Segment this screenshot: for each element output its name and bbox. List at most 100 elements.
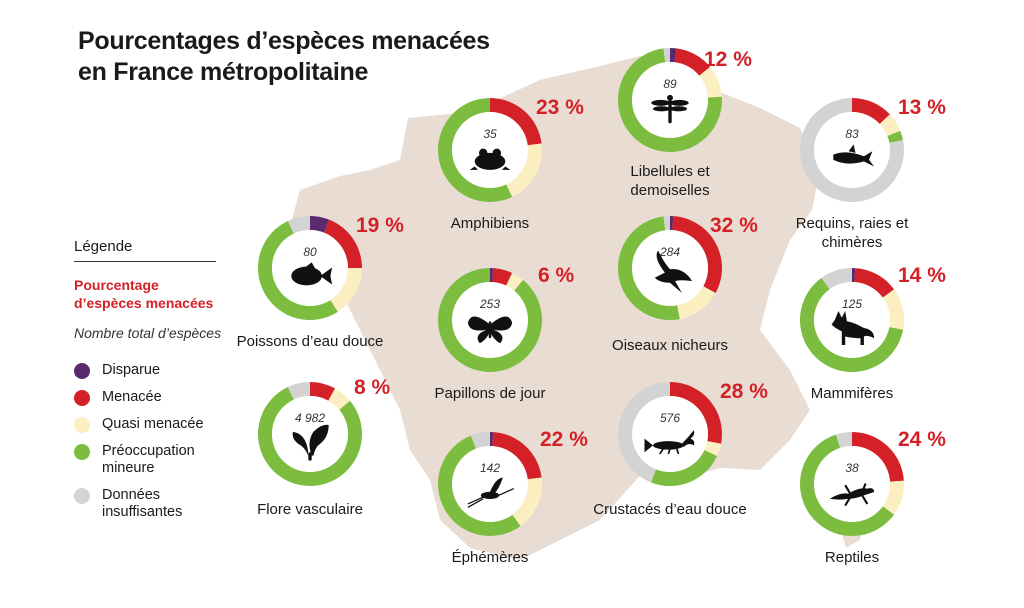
- legend-pct-label: Pourcentage d’espèces menacées: [74, 277, 214, 311]
- species-count: 4 982: [295, 411, 325, 425]
- threatened-pct: 22 %: [540, 428, 588, 451]
- donut-center: [452, 282, 528, 358]
- group-label: Reptiles: [824, 549, 880, 566]
- slice-data-deficient: [470, 432, 490, 449]
- slice-near-threatened: [506, 272, 524, 291]
- slice-least-concern: [887, 130, 904, 143]
- slice-threatened: [670, 382, 722, 444]
- slice-threatened: [852, 432, 904, 482]
- donut-lizard: 38: [800, 432, 904, 536]
- threatened-pct: 23 %: [536, 96, 584, 119]
- donut-leaf: 4 982: [258, 382, 362, 486]
- legend-items: Disparue Menacée Quasi menacée Préoccupa…: [74, 362, 224, 521]
- legend-count-label: Nombre total d’espèces: [74, 325, 222, 341]
- legend-item-threatened: Menacée: [74, 389, 224, 406]
- slice-threatened: [672, 216, 722, 294]
- shark-icon: [833, 144, 875, 167]
- slice-data-deficient: [287, 382, 310, 400]
- threatened-pct: 28 %: [720, 380, 768, 403]
- species-count: 253: [479, 297, 500, 311]
- slice-data-deficient: [618, 382, 670, 483]
- group-label: Amphibiens: [450, 215, 530, 232]
- donut-center: [814, 446, 890, 522]
- slice-near-threatened: [330, 268, 362, 312]
- donut-bird: 284: [618, 216, 722, 320]
- legend-item-least-concern: Préoccupation mineure: [74, 443, 224, 477]
- lizard-icon: [829, 483, 875, 507]
- slice-near-threatened: [704, 441, 722, 457]
- slice-extinct: [670, 216, 674, 231]
- threatened-pct: 19 %: [356, 214, 404, 237]
- slice-near-threatened: [506, 143, 542, 198]
- legend-label: Disparue: [102, 362, 161, 378]
- dragonfly-icon: [651, 94, 689, 124]
- slice-threatened: [854, 268, 895, 298]
- slice-threatened: [492, 268, 513, 286]
- legend-dot-threatened: [74, 390, 90, 406]
- slice-threatened: [490, 98, 542, 146]
- slice-near-threatened: [879, 114, 901, 137]
- slice-near-threatened: [512, 477, 542, 527]
- legend-dot-data-deficient: [74, 488, 90, 504]
- legend-label: Préoccupation mineure: [102, 443, 195, 476]
- donut-center: [452, 112, 528, 188]
- donut-center: [814, 282, 890, 358]
- slice-near-threatened: [699, 66, 722, 98]
- legend-dot-near-threatened: [74, 417, 90, 433]
- group-label: Papillons de jour: [434, 385, 546, 402]
- slice-near-threatened: [328, 388, 351, 410]
- slice-least-concern: [258, 220, 338, 320]
- slice-extinct: [310, 216, 330, 233]
- legend-dot-least-concern: [74, 444, 90, 460]
- threatened-pct: 12 %: [704, 48, 752, 71]
- bird-icon: [654, 250, 693, 293]
- slice-least-concern: [438, 98, 513, 202]
- donut-dragonfly: 89: [618, 48, 722, 152]
- legend-label: Quasi menacée: [102, 416, 204, 432]
- legend-dot-extinct: [74, 363, 90, 379]
- slice-threatened: [492, 432, 542, 480]
- slice-data-deficient: [663, 216, 670, 231]
- title-line-1: Pourcentages d’espèces menacées: [78, 27, 490, 55]
- donut-center: [632, 230, 708, 306]
- species-count: 284: [659, 245, 680, 259]
- donut-center: [272, 396, 348, 472]
- slice-least-concern: [650, 450, 718, 486]
- group-label: Oiseaux nicheurs: [612, 337, 728, 354]
- slice-data-deficient: [821, 268, 852, 290]
- donut-frog: 35: [438, 98, 542, 202]
- legend-item-data-deficient: Données insuffisantes: [74, 487, 224, 521]
- title-line-2: en France métropolitaine: [78, 58, 369, 86]
- slice-data-deficient: [663, 48, 670, 63]
- slice-least-concern: [618, 216, 680, 320]
- donut-shark: 83: [800, 98, 904, 202]
- slice-extinct: [852, 268, 856, 283]
- legend-title: Légende: [74, 238, 216, 262]
- donut-mayfly: 142: [438, 432, 542, 536]
- species-count: 89: [663, 77, 677, 91]
- fox-icon: [831, 311, 875, 345]
- slice-threatened: [323, 219, 362, 268]
- leaf-icon: [292, 424, 329, 461]
- fish-icon: [291, 262, 333, 286]
- slice-near-threatened: [677, 286, 716, 320]
- legend-item-near-threatened: Quasi menacée: [74, 416, 224, 433]
- slice-extinct: [490, 268, 494, 283]
- group-label: Libellules et demoiselles: [630, 163, 710, 199]
- group-label: Requins, raies et chimères: [795, 215, 909, 251]
- donut-fish: 80: [258, 216, 362, 320]
- species-count: 83: [845, 127, 859, 141]
- slice-threatened: [674, 48, 711, 76]
- species-count: 80: [303, 245, 317, 259]
- slice-near-threatened: [882, 289, 904, 330]
- crayfish-icon: [644, 430, 695, 455]
- species-count: 576: [660, 411, 680, 425]
- species-count: 142: [480, 461, 500, 475]
- slice-threatened: [852, 98, 890, 124]
- group-label: Flore vasculaire: [257, 501, 363, 518]
- legend-label: Menacée: [102, 389, 162, 405]
- threatened-pct: 32 %: [710, 214, 758, 237]
- legend: Légende Pourcentage d’espèces menacées N…: [74, 238, 224, 521]
- mayfly-icon: [467, 477, 515, 508]
- donut-butterfly: 253: [438, 268, 542, 372]
